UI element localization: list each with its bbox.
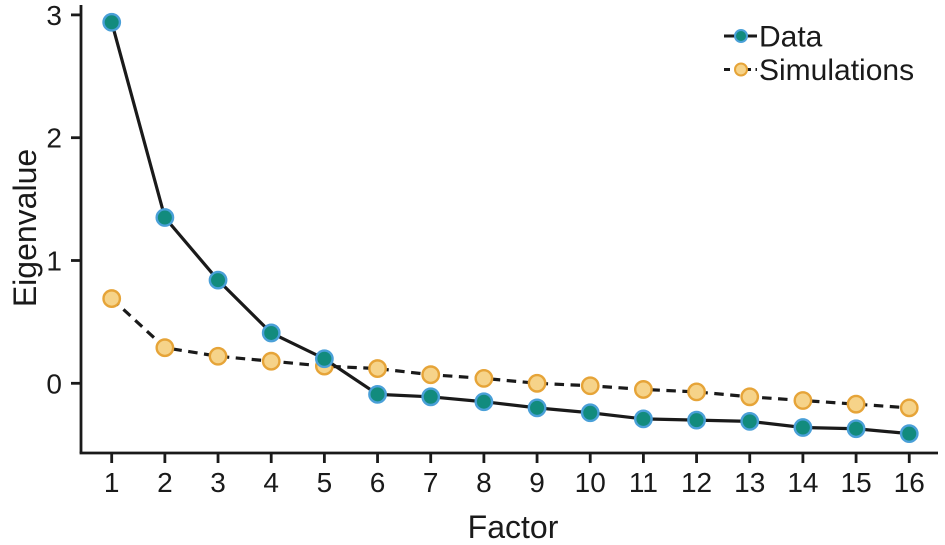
data-point-marker (899, 424, 919, 444)
simulations-point-marker (208, 346, 228, 366)
data-point-marker (368, 384, 387, 404)
x-tick-label: 3 (210, 467, 226, 498)
data-point-marker (527, 398, 547, 418)
legend-label-simulations: Simulations (759, 54, 914, 87)
legend-item-data: Data (724, 21, 823, 54)
x-axis-title: Factor (468, 509, 559, 545)
y-tick-label: 1 (46, 246, 62, 277)
series-layer (102, 12, 919, 444)
simulations-point-marker (687, 382, 706, 402)
x-tick-label: 14 (787, 467, 818, 498)
legend-item-simulations: Simulations (724, 54, 914, 87)
x-tick-label: 4 (263, 467, 279, 498)
x-tick-label: 2 (157, 467, 173, 498)
x-tick-label: 6 (370, 467, 386, 498)
x-tick-label: 10 (575, 467, 606, 498)
simulations-point-marker (634, 380, 653, 399)
data-point-marker (261, 323, 281, 343)
x-tick-label: 1 (104, 467, 120, 498)
x-tick-label: 8 (476, 467, 492, 498)
data-point-marker (155, 208, 175, 227)
x-tick-label: 9 (529, 467, 545, 498)
simulations-point-marker (527, 373, 547, 393)
simulations-point-marker (580, 376, 600, 396)
simulations-point-marker (740, 387, 760, 407)
data-point-marker (634, 409, 653, 429)
y-tick-label: 3 (46, 0, 62, 31)
simulations-point-marker (261, 351, 281, 371)
simulations-point-marker (793, 391, 813, 410)
data-point-marker (421, 387, 441, 407)
simulations-point-marker (102, 289, 122, 308)
data-point-marker (687, 410, 706, 430)
data-point-marker (846, 419, 866, 439)
legend-marker-data (734, 29, 748, 43)
data-point-marker (474, 392, 494, 412)
x-tick-label: 11 (629, 467, 658, 498)
data-point-marker (314, 349, 334, 369)
x-tick-label: 5 (317, 467, 333, 498)
series-simulations-line (110, 297, 910, 410)
simulations-point-marker (421, 365, 441, 385)
simulations-point-marker (368, 359, 387, 378)
simulations-point-marker (846, 394, 866, 414)
simulations-point-marker (155, 338, 175, 358)
y-axis-title: Eigenvalue (7, 149, 43, 307)
data-point-marker (740, 411, 760, 431)
series-data-line (110, 21, 910, 436)
x-tick-label: 12 (681, 467, 712, 498)
data-point-marker (102, 12, 122, 32)
legend-label-data: Data (759, 21, 823, 54)
simulations-point-marker (899, 398, 919, 418)
x-tick-label: 13 (734, 467, 765, 498)
data-point-marker (208, 270, 228, 290)
simulations-point-marker (474, 368, 494, 388)
y-tick-label: 0 (46, 368, 62, 399)
x-tick-label: 15 (841, 467, 872, 498)
legend-marker-simulations (734, 62, 748, 77)
data-point-marker (580, 403, 600, 423)
x-tick-label: 16 (894, 467, 925, 498)
y-tick-label: 2 (46, 123, 62, 154)
data-point-marker (793, 418, 813, 437)
x-tick-label: 7 (423, 467, 439, 498)
